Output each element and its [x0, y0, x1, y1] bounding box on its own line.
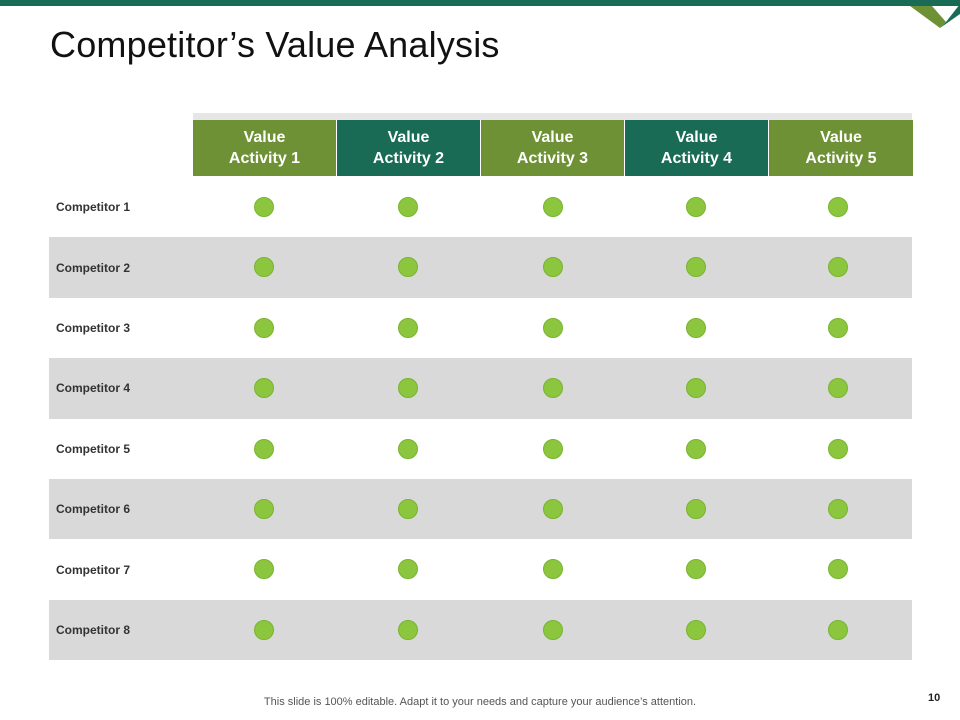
green-dot-icon — [685, 257, 706, 278]
green-dot-icon — [828, 317, 848, 338]
green-dot-icon — [828, 559, 848, 580]
column-header-5: Value Activity 5 — [769, 120, 913, 176]
table-row: Competitor 1 — [49, 177, 912, 237]
column-header-line1: Value — [531, 129, 574, 146]
green-dot-icon — [685, 619, 706, 640]
green-dot-icon — [542, 317, 563, 338]
green-dot-icon — [685, 438, 706, 459]
column-header-4: Value Activity 4 — [625, 120, 768, 176]
green-dot-icon — [254, 498, 274, 519]
green-dot-icon — [542, 257, 563, 278]
table-row: Competitor 6 — [49, 478, 912, 540]
column-header-line2: Activity 3 — [516, 150, 589, 167]
green-dot-icon — [254, 438, 274, 459]
header-row: Value Activity 1 Value Activity 2 Value Activ… — [193, 120, 913, 176]
table-row: Competitor 8 — [49, 599, 912, 661]
column-header-line1: Value — [675, 129, 718, 146]
table-row: Competitor 7 — [49, 539, 912, 599]
green-dot-icon — [542, 197, 563, 217]
green-dot-icon — [685, 559, 706, 580]
green-dot-icon — [685, 317, 706, 338]
green-dot-icon — [254, 619, 274, 640]
column-header-line2: Activity 2 — [372, 150, 445, 167]
row-label: Competitor 3 — [56, 320, 131, 335]
column-header-3: Value Activity 3 — [481, 120, 624, 176]
green-dot-icon — [542, 559, 563, 580]
table-body: Competitor 1 Competitor 2 Competitor 3 Comp… — [49, 177, 912, 661]
green-dot-icon — [542, 378, 563, 399]
green-dot-icon — [828, 378, 848, 399]
page-number: 10 — [928, 692, 941, 704]
column-header-line2: Activity 5 — [805, 150, 877, 167]
green-dot-icon — [828, 438, 848, 459]
green-dot-icon — [254, 378, 274, 399]
green-dot-icon — [254, 197, 274, 217]
green-dot-icon — [828, 619, 848, 640]
table-row: Competitor 5 — [49, 419, 912, 479]
green-dot-icon — [398, 378, 418, 399]
row-label: Competitor 5 — [56, 441, 131, 456]
row-label: Competitor 4 — [56, 381, 131, 396]
green-dot-icon — [685, 197, 706, 217]
green-dot-icon — [398, 559, 418, 580]
green-dot-icon — [398, 317, 418, 338]
green-dot-icon — [542, 438, 563, 459]
footer-note: This slide is 100% editable. Adapt it to… — [263, 696, 697, 708]
header-strip — [193, 113, 912, 120]
green-dot-icon — [254, 559, 274, 580]
table-row: Competitor 3 — [49, 298, 912, 358]
green-dot-icon — [828, 197, 848, 217]
row-label: Competitor 8 — [56, 622, 131, 637]
green-dot-icon — [542, 619, 563, 640]
green-dot-icon — [254, 257, 274, 278]
green-dot-icon — [828, 257, 848, 278]
green-dot-icon — [398, 257, 418, 278]
green-dot-icon — [398, 498, 418, 519]
row-label: Competitor 7 — [56, 562, 131, 577]
column-header-line1: Value — [387, 129, 430, 146]
column-header-1: Value Activity 1 — [193, 120, 336, 176]
column-header-line2: Activity 4 — [660, 150, 733, 167]
column-header-line2: Activity 1 — [228, 150, 301, 167]
column-header-line1: Value — [243, 129, 286, 146]
table-row: Competitor 4 — [49, 358, 912, 419]
green-dot-icon — [542, 498, 563, 519]
column-header-line1: Value — [820, 129, 862, 146]
row-label: Competitor 6 — [56, 502, 131, 517]
green-dot-icon — [685, 378, 706, 399]
table-row: Competitor 2 — [49, 237, 912, 298]
green-dot-icon — [685, 498, 706, 519]
corner-check-mark — [910, 4, 960, 28]
row-label: Competitor 1 — [56, 200, 131, 215]
column-header-2: Value Activity 2 — [337, 120, 480, 176]
green-dot-icon — [398, 197, 418, 217]
top-accent-bar — [0, 0, 960, 6]
green-dot-icon — [398, 438, 418, 459]
page-title: Competitor’s Value Analysis — [50, 24, 500, 65]
green-dot-icon — [398, 619, 418, 640]
row-label: Competitor 2 — [56, 260, 131, 275]
green-dot-icon — [828, 498, 848, 519]
green-dot-icon — [254, 317, 274, 338]
